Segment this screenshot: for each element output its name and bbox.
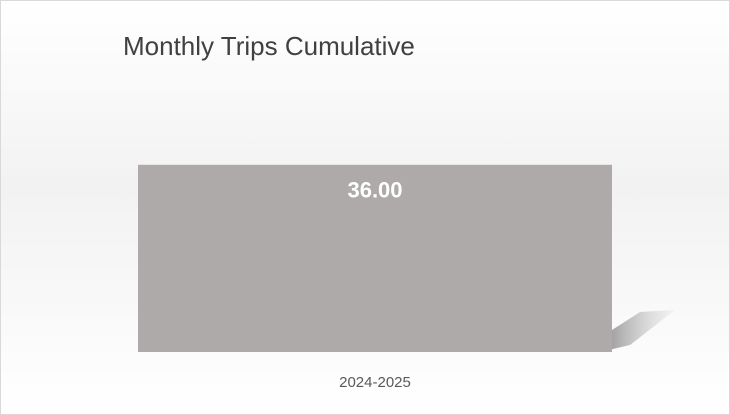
bar-shadow <box>600 310 675 352</box>
bar <box>138 164 612 352</box>
x-tick-label: 2024-2025 <box>339 374 411 391</box>
chart-title: Monthly Trips Cumulative <box>123 31 415 61</box>
data-label: 36.00 <box>347 178 402 203</box>
